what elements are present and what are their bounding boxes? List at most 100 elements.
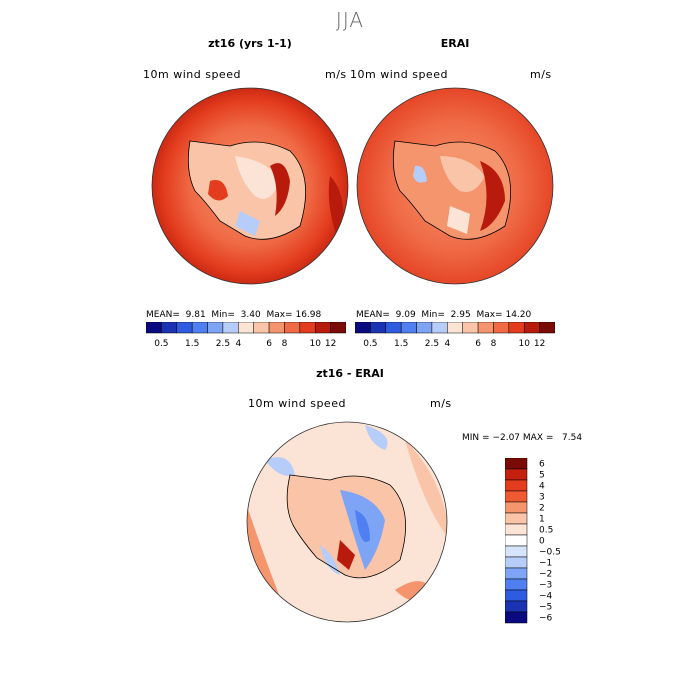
stats-max: 16.98 [295,310,322,320]
variable-label-model: 10m wind speed [143,68,241,81]
colorbar-swatch [207,322,224,334]
stats-min-label: MIN = [462,433,490,443]
colorbar-swatch [505,479,528,492]
colorbar-swatch [505,556,528,569]
colorbar-swatch [505,512,528,525]
colorbar-swatch [523,322,540,334]
stats-mean-label: MEAN= [146,310,180,320]
colorbar-swatch [539,322,555,334]
stats-min-label: Min= [421,310,445,320]
colorbar-tick-label: 0.5 [539,526,553,536]
colorbar-tick-label: 6 [266,339,272,349]
colorbar-tick-label: 0 [539,537,545,547]
stats-max-label: Max= [476,310,503,320]
stats-min: −2.07 [492,433,521,443]
colorbar-swatch [161,322,178,334]
colorbar-tick-label: 2 [539,504,545,514]
colorbar-swatch [505,458,528,470]
stats-max: 7.54 [562,433,583,443]
colorbar-ticks-model: 0.5 1.5 2.5 4 6 8 10 12 [154,339,336,349]
colorbar-swatch [505,567,528,580]
colorbar-tick-label: 2.5 [425,339,439,349]
colorbar-tick-label: 0.5 [363,339,377,349]
stats-model: MEAN= 9.81 Min= 3.40 Max= 16.98 [146,310,321,320]
colorbar-swatch [238,322,254,334]
colorbar-tick-label: 12 [534,339,545,349]
colorbar-swatch [385,322,402,334]
colorbar-swatch [505,589,528,602]
stats-min-label: Min= [211,310,235,320]
colorbar-swatch [330,322,346,334]
stats-mean: 9.09 [395,310,416,320]
units-label-diff: m/s [430,397,452,410]
colorbar-swatch [299,322,316,334]
colorbar-swatch [191,322,208,334]
colorbar-swatch [176,322,193,334]
colorbar-tick-label: 5 [539,471,545,481]
colorbar-swatch [314,322,331,334]
colorbar-swatch [508,322,525,334]
colorbar-tick-label: 12 [325,339,336,349]
colorbar-tick-label: −6 [539,614,553,624]
colorbar-tick-label: 4 [444,339,450,349]
colorbar-tick-label: 10 [310,339,322,349]
colorbar-tick-label: −4 [539,592,553,602]
stats-erai: MEAN= 9.09 Min= 2.95 Max= 14.20 [356,310,531,320]
colorbar-tick-label: −5 [539,603,552,613]
map-erai-wind-speed [356,87,554,285]
colorbar-swatch [477,322,494,334]
colorbar-swatch [146,322,162,334]
colorbar-swatch [493,322,510,334]
colorbar-tick-label: 6 [475,339,481,349]
colorbar-swatch [505,600,528,613]
colorbar-tick-label: 3 [539,493,545,503]
colorbar-swatch [505,578,528,591]
colorbar-swatch [505,534,528,547]
colorbar-tick-label: −1 [539,559,552,569]
season-title: JJA [335,8,365,32]
units-label-erai: m/s [530,68,552,81]
colorbar-tick-label: 1 [539,515,545,525]
colorbar-tick-label: 4 [235,339,241,349]
colorbar-erai [355,322,555,334]
stats-min: 2.95 [450,310,471,320]
colorbar-swatch [447,322,463,334]
variable-label-erai: 10m wind speed [350,68,448,81]
colorbar-tick-label: 0.5 [154,339,168,349]
stats-diff: MIN = −2.07 MAX = 7.54 [462,433,582,443]
colorbar-swatch [505,501,528,514]
colorbar-tick-label: 4 [539,482,545,492]
colorbar-swatch [505,490,528,503]
colorbar-tick-label: 8 [282,339,288,349]
colorbar-tick-label: 10 [519,339,531,349]
colorbar-swatch [505,545,528,558]
colorbar-tick-label: −3 [539,581,552,591]
colorbar-tick-label: −0.5 [539,548,561,558]
colorbar-tick-label: 8 [491,339,497,349]
colorbar-tick-label: 2.5 [216,339,230,349]
colorbar-swatch [253,322,270,334]
stats-max-label: MAX = [522,433,554,443]
colorbar-swatch [400,322,417,334]
stats-max-label: Max= [266,310,293,320]
colorbar-swatch [370,322,387,334]
colorbar-tick-label: −2 [539,570,552,580]
units-label-model: m/s [325,68,347,81]
colorbar-swatch [222,322,239,334]
colorbar-tick-label: 6 [539,460,545,470]
colorbar-swatch [505,468,528,481]
colorbar-swatch [268,322,285,334]
colorbar-ticks-erai: 0.5 1.5 2.5 4 6 8 10 12 [363,339,545,349]
colorbar-swatch [284,322,301,334]
stats-mean: 9.81 [185,310,206,320]
colorbar-swatch [505,611,528,624]
colorbar-tick-label: 1.5 [185,339,199,349]
stats-min: 3.40 [240,310,261,320]
colorbar-swatch [505,523,528,536]
colorbar-tick-label: 1.5 [394,339,408,349]
colorbar-swatch [431,322,448,334]
colorbar-swatch [355,322,371,334]
variable-label-diff: 10m wind speed [248,397,346,410]
panel-title-diff: zt16 - ERAI [316,367,384,380]
